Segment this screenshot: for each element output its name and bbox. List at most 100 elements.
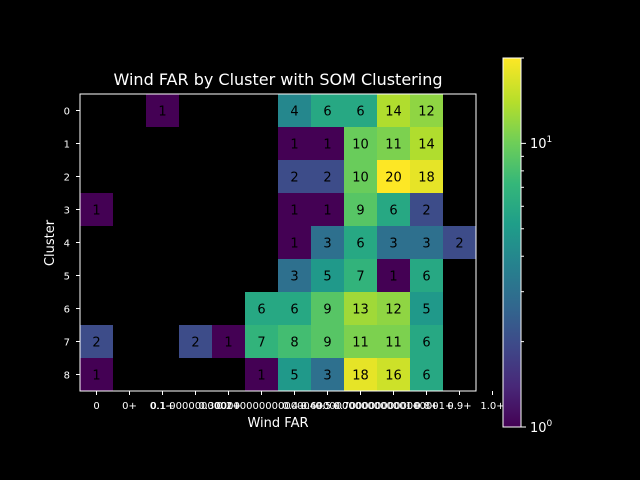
heatmap-cell: [410, 325, 443, 358]
chart-title: Wind FAR by Cluster with SOM Clustering: [114, 70, 443, 89]
heatmap-cell: [410, 358, 443, 391]
cell-value-label: 10: [352, 138, 369, 153]
heatmap-cell: [344, 259, 377, 292]
heatmap-cell: [377, 127, 410, 160]
cell-value-label: 3: [323, 237, 331, 252]
heatmap-cell: [410, 226, 443, 259]
heatmap-cell: [245, 325, 278, 358]
heatmap-cell: [278, 292, 311, 325]
x-tick-label: 0.6000000000000001+: [301, 401, 421, 412]
heatmap-cell: [344, 160, 377, 193]
y-tick-label: 1: [64, 140, 70, 151]
x-tick-label: 0.9+: [447, 401, 471, 412]
y-axis-ticks: 0 1 2 3 4 5 6 7 8: [64, 107, 80, 382]
heatmap-cells: 1 4 6 6 14 121 1 10 11 142 2 10 20 181 1 1 9 6 21 3 6 3 3 23 5 7 1…: [80, 94, 476, 391]
heatmap-cell: [344, 226, 377, 259]
cell-value-label: 6: [389, 204, 397, 219]
cell-value-label: 6: [257, 303, 265, 318]
heatmap-cell: [410, 193, 443, 226]
heatmap-cell: [344, 127, 377, 160]
heatmap-cell: [278, 127, 311, 160]
heatmap-cell: [278, 325, 311, 358]
cell-value-label: 1: [92, 369, 100, 384]
cell-value-label: 1: [92, 204, 100, 219]
x-tick-label: 0.8+: [414, 401, 438, 412]
cell-value-label: 11: [352, 336, 369, 351]
cell-value-label: 2: [323, 171, 331, 186]
heatmap-cell: [245, 292, 278, 325]
heatmap-cell: [377, 160, 410, 193]
heatmap-cell: [278, 259, 311, 292]
heatmap-cell: [80, 358, 113, 391]
y-tick-label: 7: [64, 338, 70, 349]
heatmap-cell: [179, 325, 212, 358]
x-tick-label: 0.5+: [315, 401, 339, 412]
cell-value-label: 3: [323, 369, 331, 384]
heatmap-cell: [278, 94, 311, 127]
heatmap-cell: [344, 292, 377, 325]
heatmap-cell: [311, 292, 344, 325]
cell-value-label: 1: [158, 105, 166, 120]
heatmap-cell: [410, 292, 443, 325]
heatmap-cell: [344, 94, 377, 127]
cell-value-label: 10: [352, 171, 369, 186]
cell-value-label: 8: [290, 336, 298, 351]
heatmap-cell: [278, 358, 311, 391]
cell-value-label: 6: [323, 105, 331, 120]
x-tick-label: 0.4+: [282, 401, 306, 412]
cell-value-label: 5: [323, 270, 331, 285]
cell-value-label: 7: [257, 336, 265, 351]
y-tick-label: 8: [64, 371, 70, 382]
cell-value-label: 11: [385, 138, 402, 153]
heatmap-cell: [212, 325, 245, 358]
cell-value-label: 1: [290, 237, 298, 252]
cell-value-label: 11: [385, 336, 402, 351]
cell-value-label: 2: [191, 336, 199, 351]
heatmap-cell: [377, 94, 410, 127]
cell-value-label: 18: [418, 171, 435, 186]
x-axis-label: Wind FAR: [247, 416, 308, 431]
cell-value-label: 18: [352, 369, 369, 384]
y-axis-label: Cluster: [43, 219, 58, 266]
x-tick-label: 0.1+: [150, 401, 174, 412]
y-tick-label: 6: [64, 305, 70, 316]
heatmap-cell: [278, 226, 311, 259]
y-tick-label: 5: [64, 272, 70, 283]
cell-value-label: 1: [290, 204, 298, 219]
heatmap-cell: [80, 193, 113, 226]
y-tick-label: 4: [64, 239, 70, 250]
cell-value-label: 3: [422, 237, 430, 252]
cell-value-label: 1: [257, 369, 265, 384]
heatmap-cell: [311, 259, 344, 292]
x-tick-label: 0: [93, 401, 99, 412]
cell-value-label: 13: [352, 303, 369, 318]
x-tick-label: 0.7000000000000001+: [334, 401, 454, 412]
cell-value-label: 5: [290, 369, 298, 384]
cell-value-label: 12: [418, 105, 435, 120]
y-tick-label: 0: [64, 107, 70, 118]
x-tick-label: 0.2+: [216, 401, 240, 412]
cell-value-label: 6: [422, 369, 430, 384]
y-tick-label: 3: [64, 206, 70, 217]
heatmap-cell: [377, 292, 410, 325]
heatmap-cell: [80, 325, 113, 358]
heatmap-cell: [344, 325, 377, 358]
heatmap-cell: [410, 160, 443, 193]
heatmap-cell: [377, 226, 410, 259]
heatmap-cell: [443, 226, 476, 259]
heatmap-cell: [311, 325, 344, 358]
heatmap-cell: [311, 127, 344, 160]
x-tick-label: 0.30000000000000004+: [198, 401, 324, 412]
cell-value-label: 1: [290, 138, 298, 153]
cell-value-label: 20: [385, 171, 402, 186]
cell-value-label: 16: [385, 369, 402, 384]
heatmap-cell: [410, 259, 443, 292]
cell-value-label: 3: [389, 237, 397, 252]
cell-value-label: 1: [389, 270, 397, 285]
cell-value-label: 9: [323, 303, 331, 318]
heatmap-cell: [278, 160, 311, 193]
cell-value-label: 9: [356, 204, 364, 219]
x-tick-label: 0.1-0000000001+: [150, 401, 242, 412]
cell-value-label: 6: [422, 270, 430, 285]
